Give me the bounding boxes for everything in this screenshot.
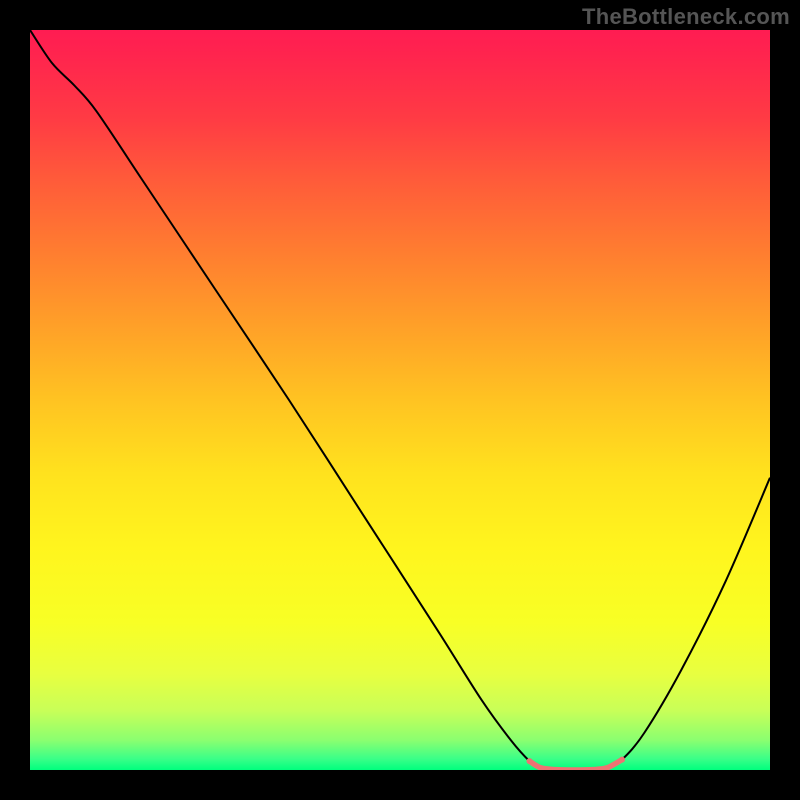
chart-container: TheBottleneck.com	[0, 0, 800, 800]
chart-svg	[0, 0, 800, 800]
plateau-cap	[527, 758, 533, 764]
watermark-text: TheBottleneck.com	[582, 4, 790, 30]
plot-background	[30, 30, 770, 770]
plateau-cap	[619, 757, 625, 763]
